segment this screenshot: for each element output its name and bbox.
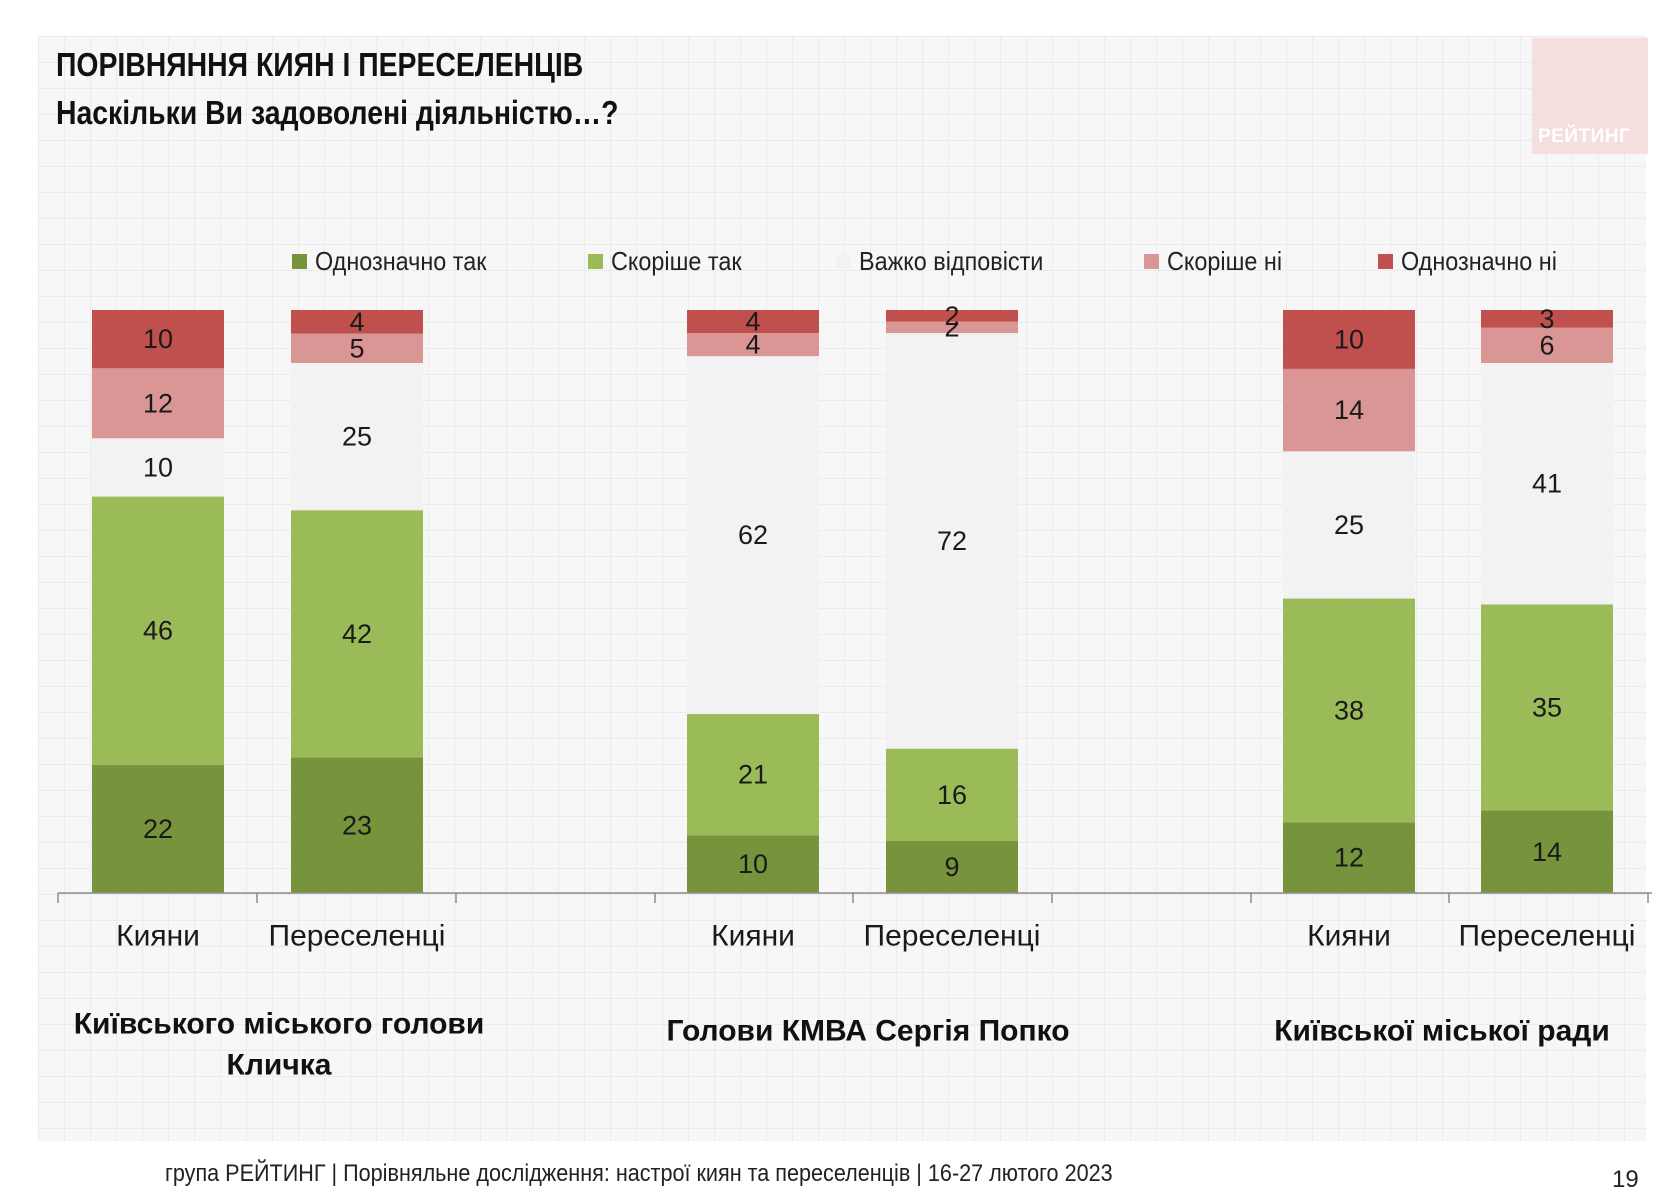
x-tick-label: Кияни xyxy=(711,920,795,953)
legend-label-hard-to-say: Важко відповісти xyxy=(859,245,1044,276)
page-number: 19 xyxy=(1612,1166,1639,1193)
data-label-definitely-no: 3 xyxy=(1539,304,1554,334)
data-label-rather-no: 12 xyxy=(143,388,173,418)
data-label-definitely-yes: 22 xyxy=(143,814,173,844)
data-label-definitely-no: 4 xyxy=(349,307,364,337)
bar-segment-rather-no xyxy=(1283,368,1415,452)
bar-segment-hard-to-say xyxy=(291,363,423,511)
legend-item-hard-to-say: Важко відповісти xyxy=(836,246,1064,276)
bar-segment-hard-to-say xyxy=(92,438,224,497)
legend-swatch-definitely-yes xyxy=(292,253,307,269)
bar-segment-definitely-yes xyxy=(1481,810,1613,893)
legend-swatch-rather-yes xyxy=(588,253,603,269)
group-label: Київського міського голови xyxy=(74,1008,485,1041)
bar-segment-rather-no xyxy=(92,368,224,439)
x-tick-label: Кияни xyxy=(1307,920,1391,953)
bar-segment-hard-to-say xyxy=(687,356,819,715)
data-label-rather-yes: 16 xyxy=(937,780,967,810)
bar-segment-definitely-yes xyxy=(1283,822,1415,893)
bar-segment-rather-no xyxy=(1481,327,1613,363)
data-label-rather-yes: 35 xyxy=(1532,693,1562,723)
data-label-hard-to-say: 62 xyxy=(738,520,768,550)
bar-segment-definitely-no xyxy=(1481,310,1613,328)
data-label-hard-to-say: 25 xyxy=(342,422,372,452)
bar-segment-rather-yes xyxy=(1283,598,1415,823)
bar-segment-definitely-no xyxy=(886,310,1018,322)
data-label-definitely-yes: 9 xyxy=(944,852,959,882)
group-label: Кличка xyxy=(227,1049,332,1082)
data-label-definitely-no: 10 xyxy=(143,324,173,354)
data-label-rather-yes: 42 xyxy=(342,619,372,649)
chart-subtitle: Наскільки Ви задоволені діяльністю…? xyxy=(56,94,619,131)
group-label: Київської міської ради xyxy=(1274,1015,1610,1048)
legend-label-rather-no: Скоріше ні xyxy=(1167,245,1283,276)
data-label-hard-to-say: 41 xyxy=(1532,469,1562,499)
bar-segment-rather-no xyxy=(291,333,423,363)
bar-segment-definitely-yes xyxy=(291,757,423,893)
legend-item-rather-yes: Скоріше так xyxy=(588,246,756,276)
chart-title: ПОРІВНЯННЯ КИЯН І ПЕРЕСЕЛЕНЦІВ xyxy=(56,46,584,83)
data-label-rather-no: 5 xyxy=(349,333,364,363)
legend-item-definitely-no: Однозначно ні xyxy=(1378,246,1574,276)
data-label-rather-yes: 21 xyxy=(738,760,768,790)
data-label-definitely-yes: 10 xyxy=(738,849,768,879)
legend-item-definitely-yes: Однозначно так xyxy=(292,246,506,276)
bar-segment-hard-to-say xyxy=(1481,363,1613,605)
bar-segment-rather-yes xyxy=(291,510,423,758)
bar-segment-definitely-yes xyxy=(886,841,1018,893)
bar-segment-rather-yes xyxy=(92,496,224,765)
data-label-definitely-yes: 12 xyxy=(1334,843,1364,873)
data-label-definitely-no: 2 xyxy=(944,301,959,331)
data-label-rather-no: 6 xyxy=(1539,330,1554,360)
bar-segment-definitely-yes xyxy=(687,835,819,893)
data-label-rather-yes: 46 xyxy=(143,616,173,646)
data-label-rather-yes: 38 xyxy=(1334,695,1364,725)
bar-segment-definitely-no xyxy=(1283,310,1415,369)
x-tick-label: Переселенці xyxy=(1459,920,1636,953)
bar-segment-rather-yes xyxy=(687,714,819,836)
data-label-definitely-yes: 23 xyxy=(342,810,372,840)
legend-label-definitely-no: Однозначно ні xyxy=(1401,245,1557,276)
bar-segment-definitely-yes xyxy=(92,764,224,893)
rating-logo-text: РЕЙТИНГ xyxy=(1538,126,1631,147)
legend-swatch-definitely-no xyxy=(1378,253,1393,269)
legend-label-rather-yes: Скоріше так xyxy=(611,245,742,276)
bar-segment-definitely-no xyxy=(291,310,423,334)
data-label-definitely-no: 4 xyxy=(745,307,760,337)
x-tick-label: Переселенці xyxy=(269,920,446,953)
legend-swatch-rather-no xyxy=(1144,253,1159,269)
data-label-hard-to-say: 72 xyxy=(937,526,967,556)
bar-segment-definitely-no xyxy=(687,310,819,334)
x-tick-label: Кияни xyxy=(116,920,200,953)
bar-segment-rather-no xyxy=(886,321,1018,334)
bar-segment-definitely-no xyxy=(92,310,224,369)
data-label-definitely-yes: 14 xyxy=(1532,837,1562,867)
group-label: Голови КМВА Сергія Попко xyxy=(666,1015,1069,1048)
data-label-rather-no: 4 xyxy=(745,330,760,360)
data-label-hard-to-say: 10 xyxy=(143,452,173,482)
bar-segment-rather-yes xyxy=(1481,604,1613,811)
bar-segment-rather-no xyxy=(687,333,819,357)
rating-logo: РЕЙТИНГ xyxy=(1532,38,1648,154)
legend-label-definitely-yes: Однозначно так xyxy=(315,245,487,276)
legend-swatch-hard-to-say xyxy=(836,253,851,269)
data-label-rather-no: 14 xyxy=(1334,395,1364,425)
bar-segment-hard-to-say xyxy=(886,333,1018,749)
data-label-hard-to-say: 25 xyxy=(1334,510,1364,540)
bar-segment-hard-to-say xyxy=(1283,451,1415,599)
data-label-definitely-no: 10 xyxy=(1334,324,1364,354)
x-tick-label: Переселенці xyxy=(864,920,1041,953)
bar-segment-rather-yes xyxy=(886,748,1018,842)
legend-item-rather-no: Скоріше ні xyxy=(1144,246,1295,276)
footer-text: група РЕЙТИНГ | Порівняльне дослідження:… xyxy=(165,1160,1113,1187)
